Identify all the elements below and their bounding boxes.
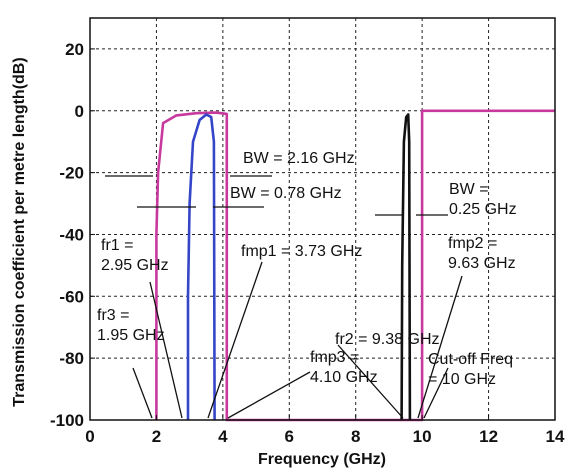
y-tick-label: -80 xyxy=(59,349,84,368)
annotations: BW = 2.16 GHz BW = 0.78 GHz BW = 0.25 GHz fr… xyxy=(97,150,517,419)
x-tick-label: 6 xyxy=(285,427,294,446)
annotation-line: fmp2 = xyxy=(448,235,497,252)
y-axis-label: Transmission coefficient per metre lengt… xyxy=(11,57,28,406)
y-tick-label: 0 xyxy=(75,102,84,121)
annotation-line: 9.63 GHz xyxy=(448,255,516,272)
tick-labels: 0 2 4 6 8 10 12 14 20 0 -20 -40 -60 -80 -100 xyxy=(50,40,565,446)
annotation-label: fmp3 = 4.10 GHz xyxy=(310,349,378,386)
annotation-line: fr1 = xyxy=(101,237,133,254)
y-tick-label: -60 xyxy=(59,287,84,306)
annotation-label: fmp2 = 9.63 GHz xyxy=(448,235,516,272)
annotation-label: BW = 0.25 GHz xyxy=(449,181,517,218)
fmp2-pointer xyxy=(417,275,463,419)
annotation-line: 0.25 GHz xyxy=(449,201,517,218)
annotation-line: fmp3 = xyxy=(310,349,359,366)
x-tick-label: 8 xyxy=(351,427,360,446)
series-line-2 xyxy=(186,113,216,421)
series-line-3 xyxy=(400,113,412,421)
annotation-label: Cut-off Freq = 10 GHz xyxy=(428,351,513,388)
annotation-line: fmp1 = 3.73 GHz xyxy=(241,243,362,260)
annotation-label: fr1 = 2.95 GHz xyxy=(101,237,169,274)
annotation-line: 1.95 GHz xyxy=(97,327,165,344)
plot-frame xyxy=(89,17,556,421)
fr2-pointer xyxy=(337,344,404,419)
fr1-pointer xyxy=(149,281,183,419)
fmp3-pointer xyxy=(227,371,311,419)
y-tick-label: -40 xyxy=(59,225,84,244)
x-tick-label: 2 xyxy=(152,427,161,446)
annotation-line: fr2 = 9.38 GHz xyxy=(335,331,440,348)
cutoff-pointer xyxy=(423,367,449,419)
annotation-line: 2.95 GHz xyxy=(101,257,169,274)
y-tick-label: 20 xyxy=(65,40,84,59)
annotation-line: BW = 2.16 GHz xyxy=(243,150,355,167)
x-tick-label: 0 xyxy=(85,427,94,446)
fmp1-pointer xyxy=(207,261,263,419)
annotation-label: fr3 = 1.95 GHz xyxy=(97,307,165,344)
x-tick-label: 14 xyxy=(546,427,565,446)
annotation-label: BW = 2.16 GHz xyxy=(243,150,355,167)
annotation-line: BW = xyxy=(449,181,489,198)
fr3-pointer xyxy=(132,367,153,419)
x-axis-label: Frequency (GHz) xyxy=(258,451,386,468)
annotation-line: Cut-off Freq xyxy=(428,351,513,368)
annotation-line: BW = 0.78 GHz xyxy=(230,185,342,202)
x-tick-label: 10 xyxy=(413,427,432,446)
annotation-line: 4.10 GHz xyxy=(310,369,378,386)
annotation-line: fr3 = xyxy=(97,307,129,324)
x-tick-label: 4 xyxy=(218,427,228,446)
y-tick-label: -20 xyxy=(59,164,84,183)
annotation-line: = 10 GHz xyxy=(428,371,496,388)
annotation-label: fmp1 = 3.73 GHz xyxy=(241,243,362,260)
annotation-label: BW = 0.78 GHz xyxy=(230,185,342,202)
y-tick-label: -100 xyxy=(50,411,84,430)
annotation-label: fr2 = 9.38 GHz xyxy=(335,331,440,348)
x-tick-label: 12 xyxy=(479,427,498,446)
